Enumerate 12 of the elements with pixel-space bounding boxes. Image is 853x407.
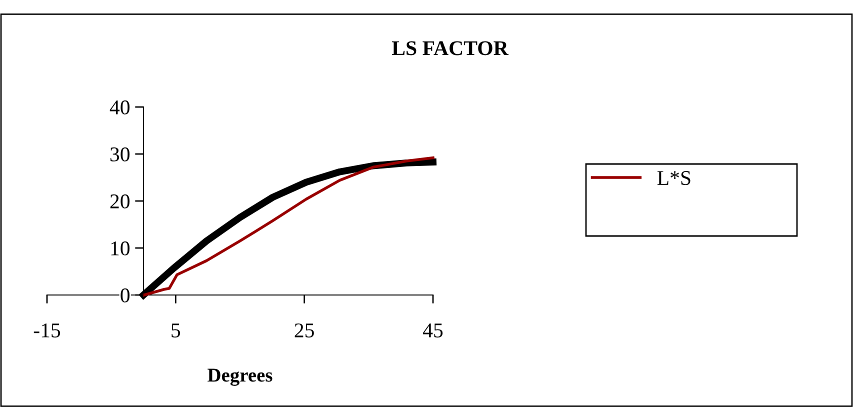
y-tick-label: 20 bbox=[110, 194, 130, 208]
chart-title: LS FACTOR bbox=[392, 41, 509, 56]
legend-label: L*S bbox=[657, 171, 690, 186]
x-tick-label: 45 bbox=[422, 324, 443, 338]
x-tick-label: 5 bbox=[172, 324, 180, 338]
x-tick-label: -15 bbox=[34, 323, 60, 338]
y-tick-label: 40 bbox=[110, 100, 130, 114]
x-axis-title: Degrees bbox=[208, 368, 272, 386]
y-tick-label: 30 bbox=[110, 147, 130, 162]
y-tick-label: 10 bbox=[111, 241, 130, 256]
y-tick-label: 0 bbox=[120, 288, 130, 302]
x-tick-label: 25 bbox=[294, 323, 314, 338]
